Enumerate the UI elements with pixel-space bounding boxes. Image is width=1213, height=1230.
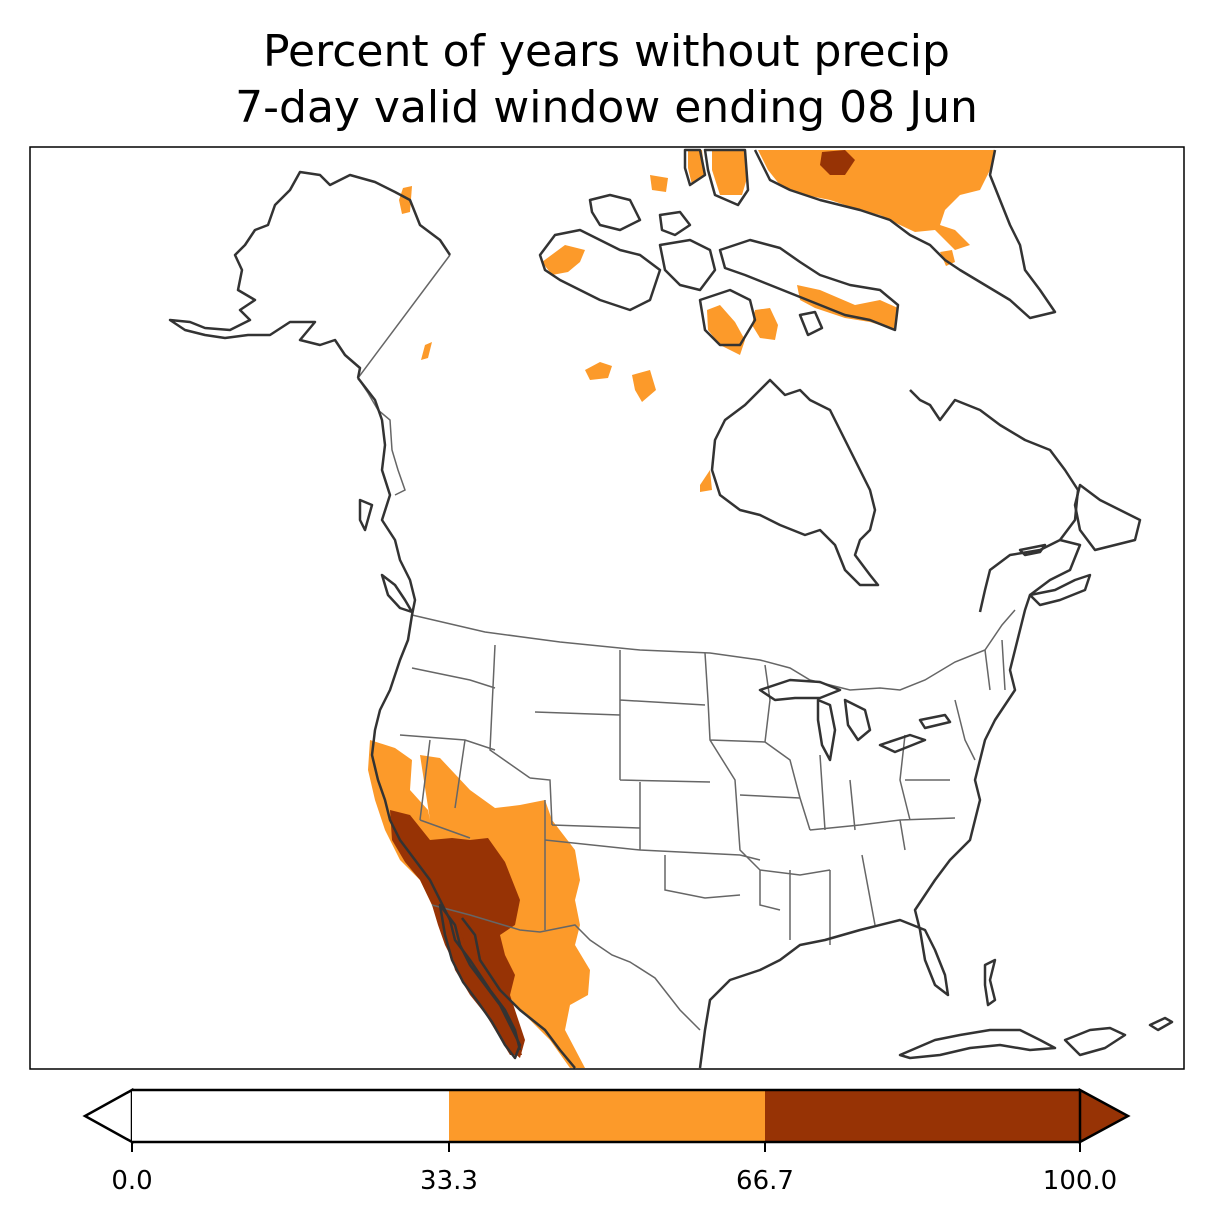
map-panel: [29, 146, 1185, 1070]
area-arctic-6: [650, 175, 668, 192]
coast-lake-ontario: [918, 713, 952, 730]
colorbar-extend-low: [82, 1087, 134, 1145]
area-arctic-11: [797, 285, 898, 330]
coast-cuba: [898, 1028, 1057, 1060]
area-arctic-1: [542, 245, 585, 275]
coast-island-3: [658, 238, 717, 292]
colorbar-bin-low: [132, 1090, 449, 1142]
coast-pei: [1018, 543, 1047, 557]
coast-baja: [438, 903, 522, 1060]
coast-west: [357, 377, 522, 1051]
colorbar-outline: [132, 1088, 1080, 1144]
colorbar-tick-marks: [131, 1142, 1081, 1152]
map-background: [30, 147, 1184, 1069]
chart-title-line-1: Percent of years without precip: [263, 26, 950, 77]
colorbar-extend-high: [1078, 1087, 1131, 1145]
coast-mexico-west: [461, 917, 576, 1069]
coast-bahamas: [983, 958, 997, 1007]
area-greenland-high: [820, 150, 855, 175]
map-frame: [29, 146, 1185, 1070]
coast-island-4: [698, 288, 757, 347]
colorbar-tick-label: 33.3: [420, 1166, 478, 1196]
area-arctic-10: [752, 308, 778, 340]
colorbar: [82, 1087, 1131, 1152]
coast-island-9: [703, 148, 750, 207]
coast-island-8: [683, 148, 707, 187]
coast-nova-scotia: [1028, 573, 1092, 607]
colorbar-bin-mid: [449, 1090, 765, 1142]
area-arctic-2: [399, 186, 412, 214]
coast-vancouver-island: [380, 573, 414, 614]
coast-hispaniola: [1063, 1026, 1127, 1057]
coast-lake-huron: [843, 698, 872, 742]
coast-hudson-bay: [710, 378, 880, 587]
coastlines: [168, 148, 1174, 1069]
area-greenland-south: [940, 250, 955, 266]
coast-haida-gwaii: [358, 498, 374, 532]
area-arctic-12: [700, 470, 712, 492]
coast-greenland: [753, 149, 1057, 320]
coast-lake-erie: [878, 733, 927, 754]
coast-canada-east: [978, 538, 1082, 613]
colorbar-tick-label: 100.0: [1042, 1166, 1118, 1196]
area-arctic-4: [585, 362, 612, 380]
area-arctic-5: [632, 370, 656, 402]
area-greenland-moderate: [758, 150, 995, 250]
area-baja-high: [432, 905, 522, 1055]
coast-lake-superior: [758, 678, 842, 702]
coast-puerto-rico: [1148, 1016, 1174, 1032]
coast-alaska: [168, 170, 452, 379]
area-arctic-8: [712, 150, 748, 195]
coast-island-6: [658, 210, 692, 237]
state-lines: [399, 639, 1006, 945]
colorbar-tick-label: 66.7: [736, 1166, 794, 1196]
us-mexico-border: [431, 904, 701, 1031]
coast-gulf: [698, 594, 1032, 1069]
coast-island-2: [588, 193, 642, 232]
coast-newfoundland: [1073, 483, 1142, 552]
chart-title-line-2: 7-day valid window ending 08 Jun: [235, 82, 978, 133]
area-arctic-9: [707, 305, 745, 355]
coast-island-5: [718, 238, 900, 332]
colorbar-bin-high: [765, 1090, 1080, 1142]
coast-island-1: [538, 228, 662, 312]
coast-island-7: [798, 310, 824, 337]
coast-lake-michigan: [816, 698, 837, 762]
area-arctic-3: [421, 342, 432, 360]
colorbar-tick-label: 0.0: [111, 1166, 153, 1196]
